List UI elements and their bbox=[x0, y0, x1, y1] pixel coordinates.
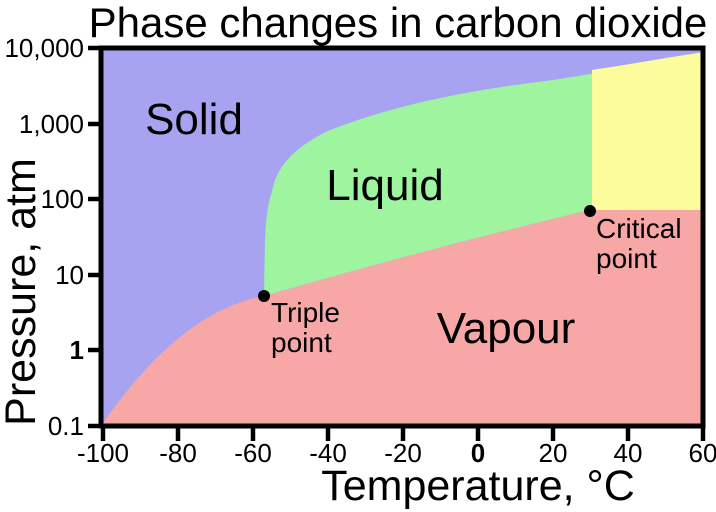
supercritical-region bbox=[592, 52, 704, 210]
x-tick-label: -100 bbox=[77, 438, 129, 468]
chart-title: Phase changes in carbon dioxide bbox=[89, 0, 708, 46]
y-tick-label: 1 bbox=[70, 335, 84, 365]
liquid-region-label: Liquid bbox=[326, 161, 443, 210]
x-tick-label: -20 bbox=[384, 438, 422, 468]
y-tick-label: 10,000 bbox=[4, 33, 84, 63]
triple-point-label-line2: point bbox=[271, 327, 332, 358]
x-tick-labels: -100 -80 -60 -40 -20 0 20 40 60 bbox=[77, 438, 716, 468]
y-tick-label: 10 bbox=[55, 260, 84, 290]
x-tick-label: 20 bbox=[539, 438, 568, 468]
triple-point-label-line1: Triple bbox=[271, 297, 340, 328]
y-tick-label: 1,000 bbox=[19, 109, 84, 139]
critical-point-label-line1: Critical bbox=[596, 213, 682, 244]
triple-point-marker bbox=[258, 290, 270, 302]
x-axis-ticks bbox=[100, 428, 706, 441]
vapour-region-label: Vapour bbox=[437, 304, 576, 353]
y-axis-ticks bbox=[88, 45, 101, 429]
y-tick-labels: 10,000 1,000 100 10 1 0.1 bbox=[4, 33, 84, 441]
vapour-region bbox=[101, 210, 704, 426]
x-tick-label: -60 bbox=[234, 438, 272, 468]
y-tick-label: 0.1 bbox=[48, 411, 84, 441]
solid-region-label: Solid bbox=[145, 95, 243, 144]
plot-frame bbox=[98, 45, 706, 429]
critical-point-label-line2: point bbox=[596, 243, 657, 274]
phase-regions bbox=[101, 48, 704, 426]
x-tick-label: 0 bbox=[471, 438, 485, 468]
critical-point-label: Critical point bbox=[596, 213, 682, 274]
x-axis-title: Temperature, °C bbox=[321, 462, 635, 510]
y-tick-label: 100 bbox=[41, 184, 84, 214]
x-tick-label: 60 bbox=[689, 438, 716, 468]
x-tick-label: 40 bbox=[614, 438, 643, 468]
triple-point-label: Triple point bbox=[271, 297, 340, 358]
critical-point-marker bbox=[584, 205, 596, 217]
y-axis-title: Pressure, atm bbox=[0, 158, 45, 426]
x-tick-label: -40 bbox=[309, 438, 347, 468]
x-tick-label: -80 bbox=[159, 438, 197, 468]
